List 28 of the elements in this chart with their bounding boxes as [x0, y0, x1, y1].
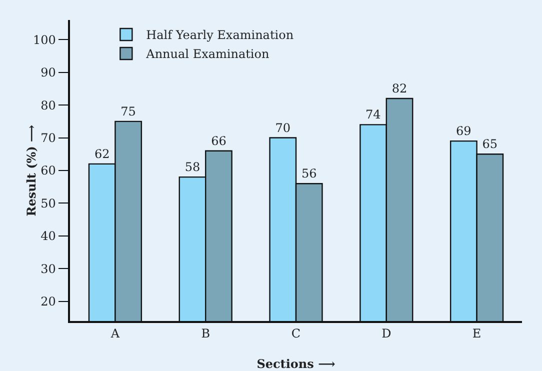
data-label: 58: [184, 160, 200, 174]
data-label: 62: [94, 146, 110, 161]
x-tick-label: D: [382, 326, 392, 340]
data-label: 75: [120, 104, 136, 118]
x-axis-title: Sections ⟶: [256, 357, 336, 371]
x-tick-label: B: [201, 326, 210, 340]
data-label: 82: [392, 82, 408, 96]
legend-label: Annual Examination: [145, 47, 270, 62]
y-axis-title: Result (%) ⟶: [24, 124, 38, 216]
y-tick-label: 80: [40, 98, 56, 112]
y-tick-label: 70: [40, 130, 56, 145]
data-label: 56: [301, 166, 317, 181]
y-tick-label: 20: [40, 294, 56, 309]
x-tick-label: E: [472, 326, 482, 340]
data-label: 70: [275, 120, 291, 135]
y-tick-label: 30: [40, 262, 56, 276]
x-tick-label: C: [291, 326, 301, 340]
y-tick-label: 60: [40, 164, 56, 178]
y-tick-label: 90: [40, 66, 56, 80]
data-label: 69: [456, 124, 472, 138]
data-label: 66: [211, 134, 226, 148]
data-label: 74: [365, 108, 382, 122]
legend-label: Half Yearly Examination: [146, 28, 294, 42]
y-tick-label: 50: [40, 196, 56, 210]
x-tick-label: A: [110, 326, 120, 340]
data-label: 65: [482, 137, 498, 152]
y-tick-label: 100: [32, 32, 56, 47]
y-tick-label: 40: [40, 229, 56, 244]
